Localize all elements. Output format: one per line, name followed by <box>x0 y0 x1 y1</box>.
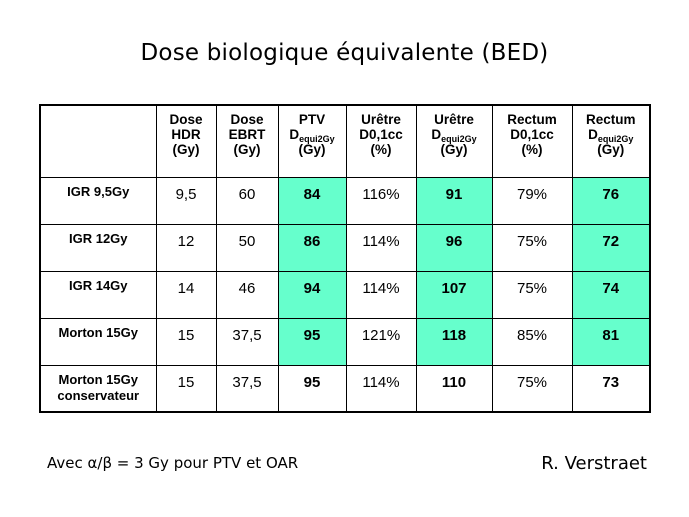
bed-table: Dose HDR (Gy) Dose EBRT (Gy) PTV Dequi2G… <box>39 104 651 413</box>
cell-rectum-gy: 72 <box>571 223 651 272</box>
header-dose-hdr: Dose HDR (Gy) <box>155 104 217 178</box>
cell-dose-hdr: 12 <box>155 223 217 272</box>
header-uretre-d01cc: Urêtre D0,1cc (%) <box>345 104 417 178</box>
cell-rectum-gy: 81 <box>571 317 651 366</box>
cell-dose-hdr: 14 <box>155 270 217 319</box>
header-rectum-dequi2gy: Rectum Dequi2Gy (Gy) <box>571 104 651 178</box>
cell-uretre-gy: 96 <box>415 223 493 272</box>
header-uretre-dequi2gy: Urêtre Dequi2Gy (Gy) <box>415 104 493 178</box>
row-label: Morton 15Gy <box>39 317 157 366</box>
cell-rectum-gy: 76 <box>571 176 651 225</box>
cell-ptv: 94 <box>277 270 347 319</box>
cell-uretre-pct: 116% <box>345 176 417 225</box>
header-dose-ebrt: Dose EBRT (Gy) <box>215 104 279 178</box>
cell-ptv: 95 <box>277 317 347 366</box>
cell-rectum-pct: 85% <box>491 317 573 366</box>
table-row: IGR 14Gy 14 46 94 114% 107 75% 74 <box>39 270 651 319</box>
cell-dose-ebrt: 46 <box>215 270 279 319</box>
cell-ptv: 86 <box>277 223 347 272</box>
cell-dose-ebrt: 50 <box>215 223 279 272</box>
alpha-beta-note: Avec α/β = 3 Gy pour PTV et OAR <box>47 454 299 472</box>
cell-ptv: 84 <box>277 176 347 225</box>
table-row: Morton 15Gy conservateur 15 37,5 95 114% … <box>39 364 651 413</box>
row-label: IGR 12Gy <box>39 223 157 272</box>
cell-rectum-pct: 75% <box>491 223 573 272</box>
cell-uretre-pct: 121% <box>345 317 417 366</box>
cell-ptv: 95 <box>277 364 347 413</box>
cell-dose-hdr: 15 <box>155 317 217 366</box>
author-name: R. Verstraet <box>541 453 647 474</box>
cell-uretre-pct: 114% <box>345 364 417 413</box>
cell-uretre-gy: 107 <box>415 270 493 319</box>
header-ptv-dequi2gy: PTV Dequi2Gy (Gy) <box>277 104 347 178</box>
cell-rectum-gy: 74 <box>571 270 651 319</box>
row-label: Morton 15Gy conservateur <box>39 364 157 413</box>
row-label: IGR 9,5Gy <box>39 176 157 225</box>
cell-rectum-pct: 75% <box>491 364 573 413</box>
cell-uretre-gy: 118 <box>415 317 493 366</box>
cell-dose-hdr: 15 <box>155 364 217 413</box>
table-row: IGR 9,5Gy 9,5 60 84 116% 91 79% 76 <box>39 176 651 225</box>
row-label: IGR 14Gy <box>39 270 157 319</box>
cell-rectum-pct: 79% <box>491 176 573 225</box>
cell-uretre-gy: 91 <box>415 176 493 225</box>
cell-rectum-pct: 75% <box>491 270 573 319</box>
header-rectum-d01cc: Rectum D0,1cc (%) <box>491 104 573 178</box>
cell-dose-hdr: 9,5 <box>155 176 217 225</box>
table-row: Morton 15Gy 15 37,5 95 121% 118 85% 81 <box>39 317 651 366</box>
header-corner <box>39 104 157 178</box>
cell-dose-ebrt: 37,5 <box>215 317 279 366</box>
slide-title: Dose biologique équivalente (BED) <box>140 40 549 66</box>
cell-uretre-pct: 114% <box>345 270 417 319</box>
cell-rectum-gy: 73 <box>571 364 651 413</box>
cell-dose-ebrt: 37,5 <box>215 364 279 413</box>
header-row: Dose HDR (Gy) Dose EBRT (Gy) PTV Dequi2G… <box>39 104 651 178</box>
table-row: IGR 12Gy 12 50 86 114% 96 75% 72 <box>39 223 651 272</box>
cell-uretre-gy: 110 <box>415 364 493 413</box>
cell-uretre-pct: 114% <box>345 223 417 272</box>
cell-dose-ebrt: 60 <box>215 176 279 225</box>
